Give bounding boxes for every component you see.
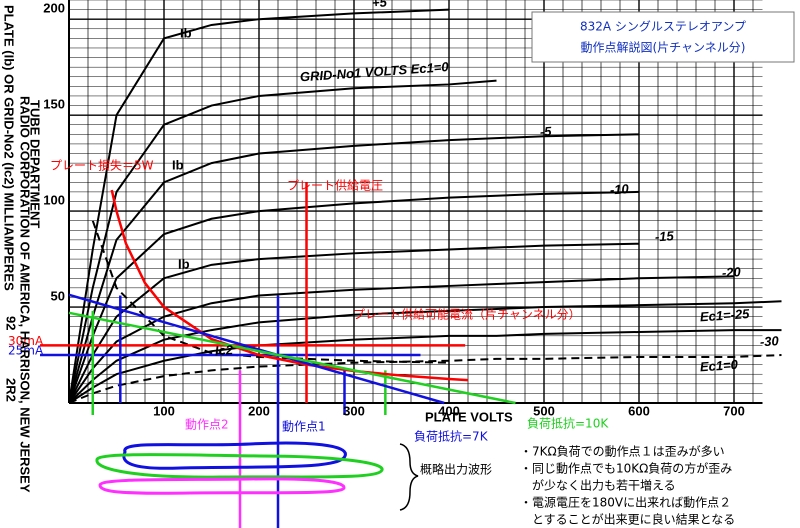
x-tick-label: 100: [153, 403, 175, 418]
note: が少なく出力も若干増える: [520, 478, 676, 493]
curve-label: +5: [371, 0, 388, 10]
plot: [40, 8, 782, 528]
load-line: [68, 311, 516, 405]
waveform-blue: [122, 441, 347, 470]
curve: [68, 190, 640, 404]
side-text: 92: [4, 316, 19, 330]
note: ・7KΩ負荷での動作点１は歪みが多い: [520, 444, 725, 459]
note: ・電源電圧を180Vに出来れば動作点２: [520, 496, 731, 510]
x-tick-label: 700: [723, 403, 745, 418]
curve: [68, 354, 782, 404]
title: 動作点解説図(片チャンネル分): [580, 40, 745, 55]
load-line-label: 負荷抵抗=10K: [527, 416, 609, 431]
x-tick-label: 500: [533, 403, 555, 418]
reference-label: 動作点2: [185, 418, 229, 432]
curve: [91, 220, 450, 364]
side-text: TUBE DEPARTMENT: [28, 100, 43, 228]
curve-label: Ib: [180, 25, 192, 40]
waveform-green: [95, 453, 384, 479]
x-tick-label: 300: [343, 403, 365, 418]
curve-label: -15: [654, 228, 675, 244]
curve: [68, 79, 497, 404]
curve: [68, 329, 782, 404]
x-tick-label: 200: [248, 403, 270, 418]
curve-label: Ib: [178, 256, 190, 271]
reference-label: 25mA: [8, 344, 44, 358]
curve-label: -20: [721, 264, 742, 280]
title: 832A シングルステレオアンプ: [580, 20, 746, 34]
y-tick-label: 50: [51, 288, 65, 303]
y-tick-label: 100: [43, 193, 65, 208]
reference-label: プレート供給電圧: [287, 179, 383, 193]
annotation: プレート供給可能電流（片チャンネル分）: [353, 308, 581, 322]
side-text: 2R2: [4, 378, 19, 402]
x-tick-label: 600: [628, 403, 650, 418]
brace: [399, 443, 419, 511]
curve-label: Ec1=0: [699, 357, 739, 375]
annotation: プレート損失＝5W: [50, 158, 154, 173]
y-tick-label: 200: [43, 1, 65, 16]
curve: [68, 300, 782, 404]
load-line-label: 負荷抵抗=7K: [414, 429, 489, 444]
reference-label: 動作点1: [282, 420, 326, 434]
y-axis-label: PLATE (Ib) OR GRID-No2 (Ic2) MILLIAMPERE…: [2, 5, 17, 291]
load-line: [68, 293, 445, 405]
curve-label: Ib: [172, 157, 184, 172]
curve-label: -5: [539, 124, 552, 140]
curve-label: Ec1=-25: [699, 306, 750, 324]
curve: [68, 8, 450, 404]
x-axis-label: PLATE VOLTS: [425, 409, 513, 424]
side-text: RADIO CORPORATION OF AMERICA, HARRISON, …: [18, 96, 33, 493]
title-box: [531, 11, 795, 63]
waveform-magenta: [98, 477, 346, 495]
note: ・同じ動作点でも10KΩ負荷の方が歪み: [520, 461, 732, 476]
y-tick-label: 150: [43, 97, 65, 112]
waveform-label: 概略出力波形: [420, 462, 492, 477]
curve: [68, 242, 640, 404]
curve-label: -30: [759, 333, 780, 349]
curve-label: Ic2: [214, 342, 234, 358]
x-tick-label: 400: [438, 403, 460, 418]
reference-label: 30mA: [8, 334, 44, 348]
curve-label: -10: [609, 181, 630, 197]
note: とすることが出来更に良い結果となる: [520, 512, 735, 527]
curve: [68, 133, 640, 404]
